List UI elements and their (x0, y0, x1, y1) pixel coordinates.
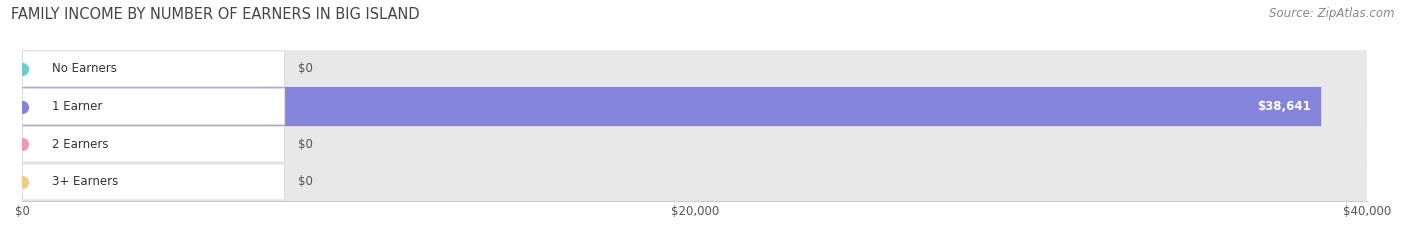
FancyBboxPatch shape (22, 125, 1367, 164)
Text: $38,641: $38,641 (1257, 100, 1310, 113)
FancyBboxPatch shape (22, 162, 1367, 202)
Text: 1 Earner: 1 Earner (52, 100, 103, 113)
Text: Source: ZipAtlas.com: Source: ZipAtlas.com (1270, 7, 1395, 20)
FancyBboxPatch shape (22, 87, 1367, 126)
FancyBboxPatch shape (22, 89, 284, 125)
Text: $0: $0 (298, 175, 314, 188)
Text: $0: $0 (298, 138, 314, 151)
FancyBboxPatch shape (22, 49, 1367, 89)
Text: 3+ Earners: 3+ Earners (52, 175, 118, 188)
Bar (22, 88, 1367, 125)
Bar (22, 163, 1367, 201)
FancyBboxPatch shape (22, 164, 284, 200)
FancyBboxPatch shape (22, 87, 1322, 126)
Text: $0: $0 (298, 62, 314, 75)
FancyBboxPatch shape (22, 51, 284, 87)
Bar (22, 125, 1367, 163)
Text: No Earners: No Earners (52, 62, 117, 75)
Text: FAMILY INCOME BY NUMBER OF EARNERS IN BIG ISLAND: FAMILY INCOME BY NUMBER OF EARNERS IN BI… (11, 7, 420, 22)
FancyBboxPatch shape (22, 126, 284, 162)
Bar (22, 50, 1367, 88)
Text: 2 Earners: 2 Earners (52, 138, 108, 151)
